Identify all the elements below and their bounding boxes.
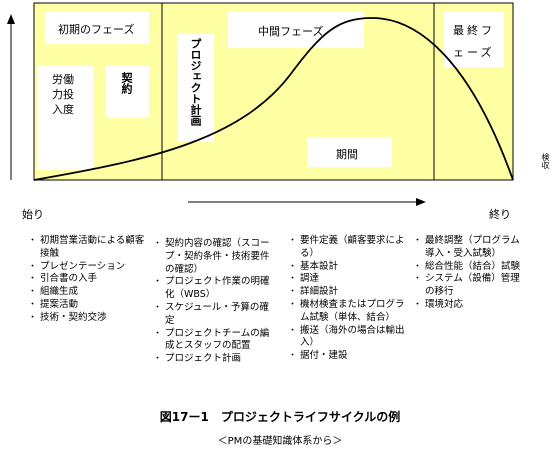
- lifecycle-diagram: [7, 2, 514, 206]
- list-item: 初期営業活動による顧客接触: [28, 235, 146, 261]
- activity-column-2: 契約内容の確認（スコープ・契約条件・技術要件の確認） プロジェクト作業の明確化（…: [153, 238, 271, 366]
- list-item: 基本設計: [288, 261, 408, 274]
- list-item: 環境対応: [413, 299, 525, 312]
- list-item: プロジェクト作業の明確化（WBS）: [153, 276, 271, 302]
- effort-curve: [33, 17, 514, 181]
- list-item: 最終調整（プログラム導入・受入試験）: [413, 235, 525, 261]
- list-item: スケジュール・予算の確定: [153, 302, 271, 328]
- labor-label: 労働力投入度: [52, 73, 74, 116]
- project-plan-label: プロジェクト計画: [189, 38, 202, 126]
- time-axis-arrowhead: [416, 198, 426, 206]
- vertical-axis-arrowhead: [7, 14, 15, 24]
- activity-column-1: 初期営業活動による顧客接触 プレゼンテーション 引合書の入手 組織生成 提案活動…: [28, 235, 146, 325]
- final-phase-label: 最終フェーズ: [453, 24, 495, 59]
- list-item: 機材検査またはプログラム試験（単体、結合）: [288, 299, 408, 325]
- list-item: 据付・建設: [288, 350, 408, 363]
- contract-label: 契約: [120, 72, 133, 94]
- project-plan-box: [178, 34, 214, 142]
- list-item: 搬送（海外の場合は輸出入）: [288, 325, 408, 351]
- labor-box: [37, 66, 93, 170]
- list-item: システム（設備）管理の移行: [413, 273, 525, 299]
- list-item: 調達: [288, 273, 408, 286]
- list-item: プロジェクト計画: [153, 353, 271, 366]
- list-item: プロジェクトチームの編成とスタッフの配置: [153, 328, 271, 354]
- list-item: 引合書の入手: [28, 273, 146, 286]
- list-item: 詳細設計: [288, 286, 408, 299]
- list-item: 技術・契約交渉: [28, 312, 146, 325]
- final-phase-box: [444, 12, 504, 67]
- list-item: プレゼンテーション: [28, 261, 146, 274]
- list-item: 要件定義（顧客要求による）: [288, 235, 408, 261]
- start-label: 始り: [22, 208, 44, 221]
- initial-phase-box: [45, 12, 149, 44]
- contract-box: [106, 66, 149, 118]
- activity-column-3: 要件定義（顧客要求による） 基本設計 調達 詳細設計 機材検査またはプログラム試…: [288, 235, 408, 363]
- period-box: [307, 137, 392, 167]
- middle-phase-label: 中間フェーズ: [258, 25, 324, 38]
- handover-label: 検収: [541, 153, 550, 169]
- list-item: 組織生成: [28, 286, 146, 299]
- middle-phase-box: [228, 12, 364, 48]
- initial-phase-label: 初期のフェーズ: [58, 23, 135, 36]
- period-label: 期間: [336, 148, 358, 161]
- end-label: 終り: [489, 208, 511, 221]
- figure-caption: 図17ー1 プロジェクトライフサイクルの例: [159, 410, 401, 424]
- list-item: 提案活動: [28, 299, 146, 312]
- list-item: 契約内容の確認（スコープ・契約条件・技術要件の確認）: [153, 238, 271, 276]
- figure-source: ＜PMの基礎知識体系から＞: [217, 436, 343, 447]
- list-item: 総合性能（結合）試験: [413, 261, 525, 274]
- activity-column-4: 最終調整（プログラム導入・受入試験） 総合性能（結合）試験 システム（設備）管理…: [413, 235, 525, 312]
